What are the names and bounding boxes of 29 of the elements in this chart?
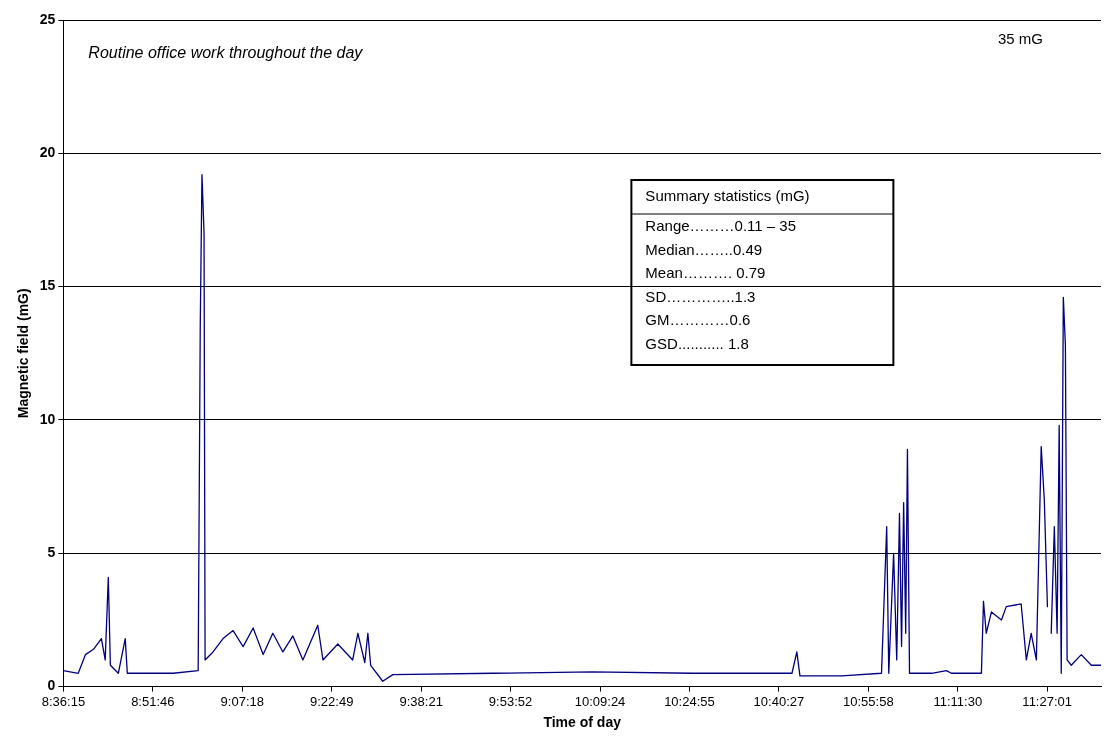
annotation: SD…………..1.3 — [645, 287, 756, 305]
annotation: Summary statistics (mG) — [645, 187, 810, 205]
x-tick-label: 10:09:24 — [574, 693, 626, 709]
x-tick-label: 10:40:27 — [753, 693, 805, 709]
x-tick-label: 11:11:30 — [933, 693, 983, 709]
y-tick-label: 5 — [47, 544, 56, 561]
annotation: Routine office work throughout the day — [88, 44, 364, 62]
x-tick-label: 11:27:01 — [1022, 693, 1072, 709]
x-tick-label: 9:07:18 — [220, 693, 264, 709]
y-tick-label: 0 — [47, 677, 56, 694]
y-axis-title: Magnetic field (mG) — [15, 288, 32, 419]
annotation: Mean………. 0.79 — [645, 264, 766, 282]
x-tick-label: 9:38:21 — [399, 693, 443, 709]
annotation: 35 mG — [997, 30, 1043, 48]
y-tick-label: 15 — [39, 277, 56, 294]
x-axis-title: Time of day — [543, 714, 622, 731]
annotation: Median……..0.49 — [645, 240, 763, 258]
x-tick-label: 9:53:52 — [488, 693, 533, 709]
x-tick-label: 10:55:58 — [843, 693, 894, 709]
y-tick-label: 25 — [39, 10, 56, 27]
annotation: GSD........... 1.8 — [645, 334, 749, 352]
x-tick-label: 8:36:15 — [41, 693, 86, 709]
y-tick-label: 10 — [39, 410, 56, 427]
y-tick-label: 20 — [39, 144, 56, 161]
x-tick-label: 8:51:46 — [131, 693, 175, 709]
x-tick-label: 9:22:49 — [310, 693, 354, 709]
x-tick-label: 10:24:55 — [664, 693, 715, 709]
annotation: Range………0.11 – 35 — [645, 217, 797, 235]
annotation: GM…………0.6 — [645, 311, 751, 329]
